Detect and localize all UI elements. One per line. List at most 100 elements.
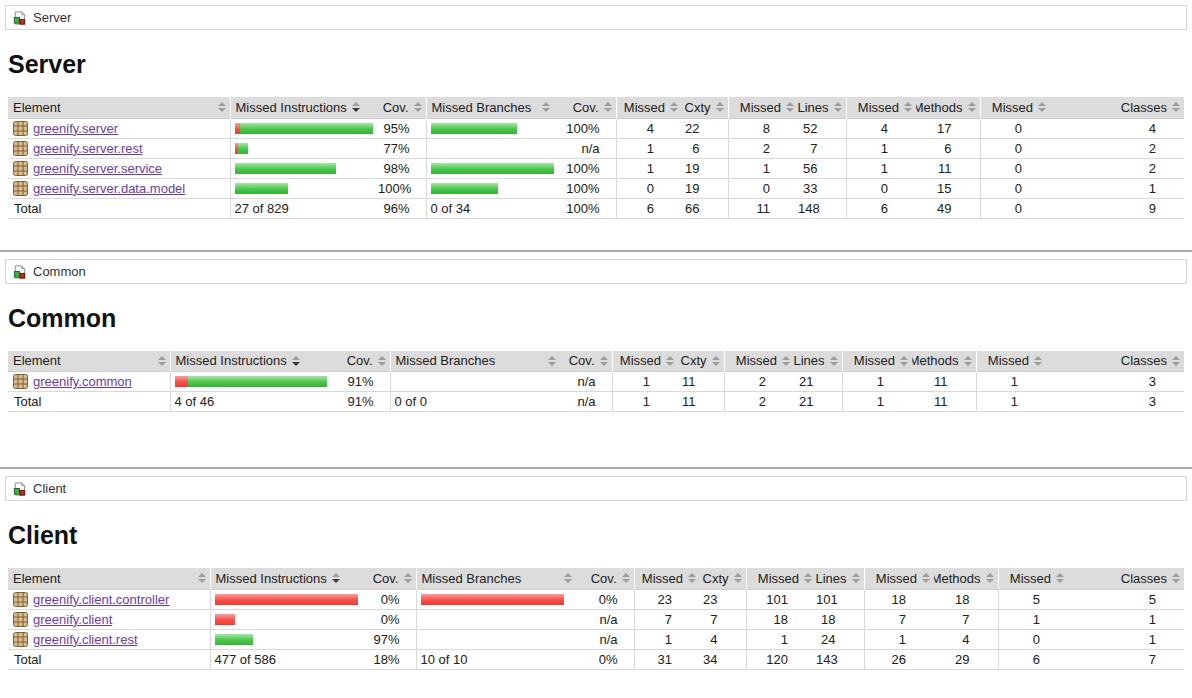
column-header-cxty[interactable]: Cxty bbox=[678, 351, 724, 372]
total-instructions: 477 of 586 bbox=[210, 649, 368, 669]
cxty: 7 bbox=[700, 609, 746, 629]
package-icon bbox=[13, 121, 28, 136]
missed-lines: 1 bbox=[746, 629, 816, 649]
column-header-missed-branches[interactable]: Missed Branches bbox=[416, 568, 576, 589]
column-header-missed[interactable]: Missed bbox=[976, 351, 1046, 372]
package-link[interactable]: greenify.server bbox=[33, 121, 118, 136]
column-header-cov[interactable]: Cov. bbox=[368, 568, 416, 589]
column-header-classes[interactable]: Classes bbox=[1068, 568, 1184, 589]
column-header-missed[interactable]: Missed bbox=[616, 97, 682, 118]
total-instructions-coverage: 91% bbox=[338, 392, 390, 412]
classes: 3 bbox=[1046, 372, 1184, 392]
column-header-cov[interactable]: Cov. bbox=[576, 568, 634, 589]
package-link[interactable]: greenify.client bbox=[33, 612, 112, 627]
column-header-missed[interactable]: Missed bbox=[612, 351, 678, 372]
column-header-missed-branches[interactable]: Missed Branches bbox=[426, 97, 554, 118]
column-header-missed[interactable]: Missed bbox=[724, 351, 794, 372]
column-header-missed-branches[interactable]: Missed Branches bbox=[390, 351, 560, 372]
package-link[interactable]: greenify.server.data.model bbox=[33, 181, 185, 196]
column-header-cov[interactable]: Cov. bbox=[338, 351, 390, 372]
column-header-missed[interactable]: Missed bbox=[728, 97, 798, 118]
missed-classes: 1 bbox=[998, 609, 1068, 629]
total-branches: 0 of 0 bbox=[390, 392, 560, 412]
column-header-classes[interactable]: Classes bbox=[1046, 351, 1184, 372]
cxty: 19 bbox=[682, 158, 728, 178]
branches-coverage: 100% bbox=[554, 178, 616, 198]
package-icon bbox=[13, 374, 28, 389]
branches-bar bbox=[426, 178, 554, 198]
package-link[interactable]: greenify.common bbox=[33, 374, 132, 389]
sort-icon bbox=[922, 573, 930, 583]
package-link[interactable]: greenify.server.service bbox=[33, 161, 162, 176]
missed-classes: 0 bbox=[980, 138, 1050, 158]
column-header-lines[interactable]: Lines bbox=[794, 351, 842, 372]
missed-methods: 7 bbox=[864, 609, 934, 629]
instructions-coverage: 95% bbox=[378, 118, 426, 138]
instructions-coverage: 91% bbox=[338, 372, 390, 392]
cxty: 22 bbox=[682, 118, 728, 138]
sort-icon bbox=[734, 573, 742, 583]
sort-icon bbox=[782, 356, 790, 366]
instructions-bar bbox=[170, 372, 338, 392]
column-header-missed[interactable]: Missed bbox=[980, 97, 1050, 118]
column-header-cxty[interactable]: Cxty bbox=[700, 568, 746, 589]
methods: 6 bbox=[916, 138, 980, 158]
total-cxty: 11 bbox=[678, 392, 724, 412]
instructions-bar bbox=[230, 178, 378, 198]
total-missed-cxty: 31 bbox=[634, 649, 700, 669]
column-header-cov[interactable]: Cov. bbox=[378, 97, 426, 118]
package-link[interactable]: greenify.server.rest bbox=[33, 141, 143, 156]
total-lines: 148 bbox=[798, 198, 846, 218]
branches-bar bbox=[416, 609, 576, 629]
column-header-cov[interactable]: Cov. bbox=[554, 97, 616, 118]
missed-cxty: 7 bbox=[634, 609, 700, 629]
total-branches-coverage: 0% bbox=[576, 649, 634, 669]
missed-lines: 101 bbox=[746, 589, 816, 609]
column-header-lines[interactable]: Lines bbox=[798, 97, 846, 118]
total-branches-coverage: n/a bbox=[560, 392, 612, 412]
total-row: Total 4 of 46 91% 0 of 0 n/a 1 11 2 21 1… bbox=[8, 392, 1184, 412]
column-header-missed[interactable]: Missed bbox=[998, 568, 1068, 589]
branches-coverage: 0% bbox=[576, 589, 634, 609]
methods: 11 bbox=[916, 158, 980, 178]
total-missed-classes: 6 bbox=[998, 649, 1068, 669]
column-header-cxty[interactable]: Cxty bbox=[682, 97, 728, 118]
instructions-coverage: 97% bbox=[368, 629, 416, 649]
column-header-missed[interactable]: Missed bbox=[842, 351, 912, 372]
column-header-methods[interactable]: Methods bbox=[934, 568, 998, 589]
sort-icon bbox=[622, 573, 630, 583]
total-missed-cxty: 1 bbox=[612, 392, 678, 412]
total-classes: 7 bbox=[1068, 649, 1184, 669]
column-header-missed[interactable]: Missed bbox=[746, 568, 816, 589]
missed-classes: 1 bbox=[976, 372, 1046, 392]
column-header-classes[interactable]: Classes bbox=[1050, 97, 1184, 118]
column-header-cov[interactable]: Cov. bbox=[560, 351, 612, 372]
column-header-methods[interactable]: Methods bbox=[912, 351, 976, 372]
column-header-element[interactable]: Element bbox=[8, 351, 170, 372]
sort-icon bbox=[198, 573, 206, 583]
column-header-missed[interactable]: Missed bbox=[634, 568, 700, 589]
column-header-element[interactable]: Element bbox=[8, 97, 230, 118]
sort-icon bbox=[852, 573, 860, 583]
missed-cxty: 23 bbox=[634, 589, 700, 609]
package-link[interactable]: greenify.client.controller bbox=[33, 592, 169, 607]
column-header-missed[interactable]: Missed bbox=[846, 97, 916, 118]
branches-bar bbox=[426, 118, 554, 138]
column-header-element[interactable]: Element bbox=[8, 568, 210, 589]
sort-icon bbox=[600, 356, 608, 366]
classes: 2 bbox=[1050, 138, 1184, 158]
column-header-missed-instructions[interactable]: Missed Instructions bbox=[210, 568, 368, 589]
total-methods: 49 bbox=[916, 198, 980, 218]
column-header-missed-instructions[interactable]: Missed Instructions bbox=[230, 97, 378, 118]
missed-classes: 0 bbox=[980, 158, 1050, 178]
column-header-missed[interactable]: Missed bbox=[864, 568, 934, 589]
column-header-missed-instructions[interactable]: Missed Instructions bbox=[170, 351, 338, 372]
total-missed-classes: 0 bbox=[980, 198, 1050, 218]
sort-icon bbox=[1056, 573, 1064, 583]
missed-cxty: 4 bbox=[616, 118, 682, 138]
column-header-lines[interactable]: Lines bbox=[816, 568, 864, 589]
column-header-methods[interactable]: Methods bbox=[916, 97, 980, 118]
instructions-bar bbox=[230, 118, 378, 138]
package-link[interactable]: greenify.client.rest bbox=[33, 632, 138, 647]
missed-classes: 5 bbox=[998, 589, 1068, 609]
